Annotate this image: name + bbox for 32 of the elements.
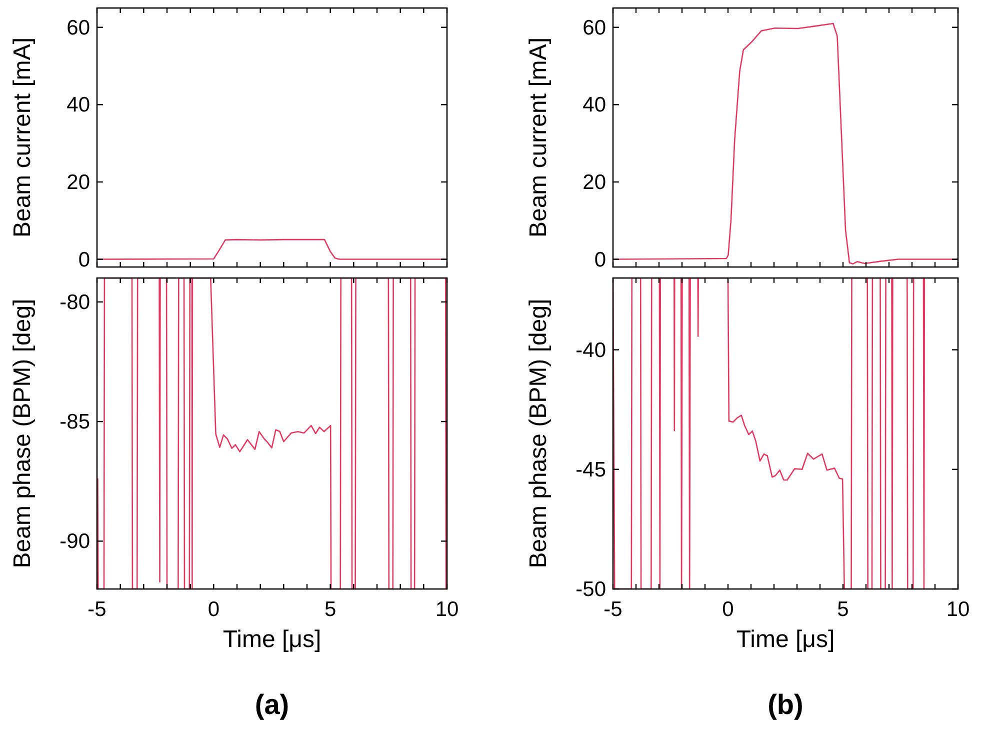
y-tick-label: 60 [582, 16, 606, 40]
x-tick-label: 10 [435, 598, 459, 621]
x-axis-title: Time [μs] [736, 626, 835, 653]
y-tick-label: -40 [576, 338, 606, 362]
x-tick-label: 0 [208, 598, 220, 621]
y-tick-label: -50 [576, 578, 606, 601]
text: (a) [254, 689, 290, 720]
y-tick-label: -45 [576, 458, 606, 482]
y-tick-label: 20 [582, 170, 606, 194]
y-tick-label: 40 [582, 94, 606, 117]
x-tick-label: 5 [837, 598, 849, 621]
x-tick-label: 5 [324, 598, 336, 621]
y-tick-label: -80 [60, 290, 90, 314]
y-tick-label: 60 [66, 16, 90, 40]
y-tick-label: 0 [594, 248, 606, 272]
x-tick-label: -5 [604, 598, 622, 621]
x-tick-label: 0 [722, 598, 734, 621]
y-tick-label: -90 [60, 530, 90, 554]
y-tick-label: 0 [78, 248, 90, 272]
y-tick-label: 40 [66, 94, 90, 117]
x-tick-label: 10 [946, 598, 970, 621]
y-axis-title: Beam phase (BPM) [deg] [525, 298, 552, 568]
x-tick-label: -5 [88, 598, 106, 621]
x-axis-title: Time [μs] [222, 626, 322, 653]
line-series [613, 278, 926, 589]
y-tick-label: -85 [60, 410, 90, 434]
text: (b) [768, 689, 804, 720]
y-axis-title: Beam phase (BPM) [deg] [9, 298, 36, 568]
y-tick-label: 20 [66, 170, 90, 194]
y-axis-title: Beam current [mA] [525, 37, 552, 238]
y-axis-title: Beam current [mA] [9, 37, 36, 238]
line-series [97, 278, 447, 589]
